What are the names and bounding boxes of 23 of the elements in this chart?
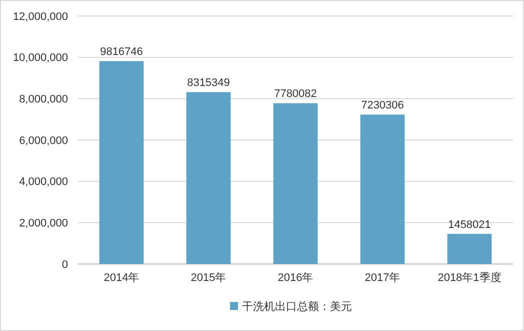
data-label: 1458021 <box>448 218 491 231</box>
bar <box>360 114 405 264</box>
data-label: 7230306 <box>361 100 404 112</box>
data-label: 9816746 <box>100 46 143 58</box>
y-tick-label: 8,000,000 <box>19 94 68 106</box>
x-tick-label: 2015年 <box>190 272 226 284</box>
data-label: 8315349 <box>187 77 230 90</box>
y-tick-label: 2,000,000 <box>19 218 68 230</box>
y-tick-label: 4,000,000 <box>19 176 68 188</box>
y-tick-label: 0 <box>62 258 68 271</box>
y-tick-label: 10,000,000 <box>12 52 68 64</box>
x-tick-label: 2017年 <box>364 272 400 284</box>
bar <box>186 92 231 264</box>
bar <box>273 103 318 264</box>
x-tick-label: 2016年 <box>278 272 314 284</box>
data-label: 7780082 <box>274 88 317 100</box>
x-tick-label: 2018年1季度 <box>438 271 502 284</box>
y-tick-label: 6,000,000 <box>19 134 68 147</box>
bar <box>447 234 492 264</box>
x-tick-label: 2014年 <box>104 272 140 284</box>
legend-label: 干洗机出口总额：美元 <box>242 300 352 313</box>
y-tick-label: 12,000,000 <box>12 10 68 23</box>
bar <box>99 61 144 264</box>
